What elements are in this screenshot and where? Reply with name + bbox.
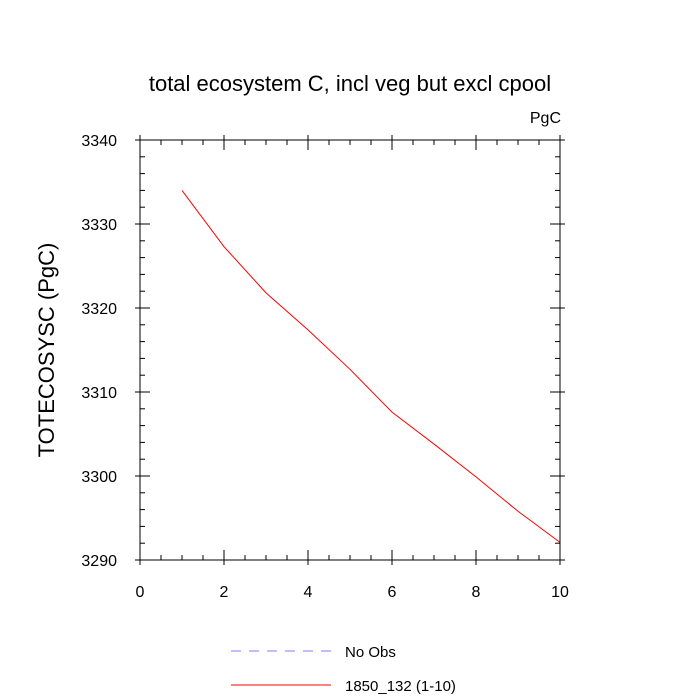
chart-title: total ecosystem C, incl veg but excl cpo… — [149, 71, 551, 96]
minor-ticks — [140, 140, 560, 560]
y-tick-label: 3340 — [81, 133, 117, 150]
y-tick-label: 3330 — [81, 217, 117, 234]
legend: No Obs 1850_132 (1-10) — [231, 644, 456, 695]
x-tick-label: 4 — [304, 584, 313, 601]
x-tick-label: 0 — [136, 584, 145, 601]
major-ticks — [135, 135, 565, 565]
units-label: PgC — [530, 110, 561, 127]
y-tick-label: 3290 — [81, 553, 117, 570]
x-tick-label: 10 — [551, 584, 569, 601]
legend-label-1850-132: 1850_132 (1-10) — [345, 678, 456, 695]
x-tick-label: 2 — [220, 584, 229, 601]
x-tick-label: 6 — [388, 584, 397, 601]
y-tick-label: 3300 — [81, 469, 117, 486]
x-tick-labels: 0 2 4 6 8 10 — [136, 584, 569, 601]
plot-frame — [139, 139, 561, 561]
y-tick-labels: 3290 3300 3310 3320 3330 3340 — [81, 133, 117, 570]
legend-label-no-obs: No Obs — [345, 644, 396, 661]
y-tick-label: 3310 — [81, 385, 117, 402]
series-layer — [181, 190, 561, 543]
series-line-1 — [181, 190, 561, 543]
y-tick-label: 3320 — [81, 301, 117, 318]
y-axis-label: TOTECOSYSC (PgC) — [34, 243, 59, 458]
x-tick-label: 8 — [472, 584, 481, 601]
